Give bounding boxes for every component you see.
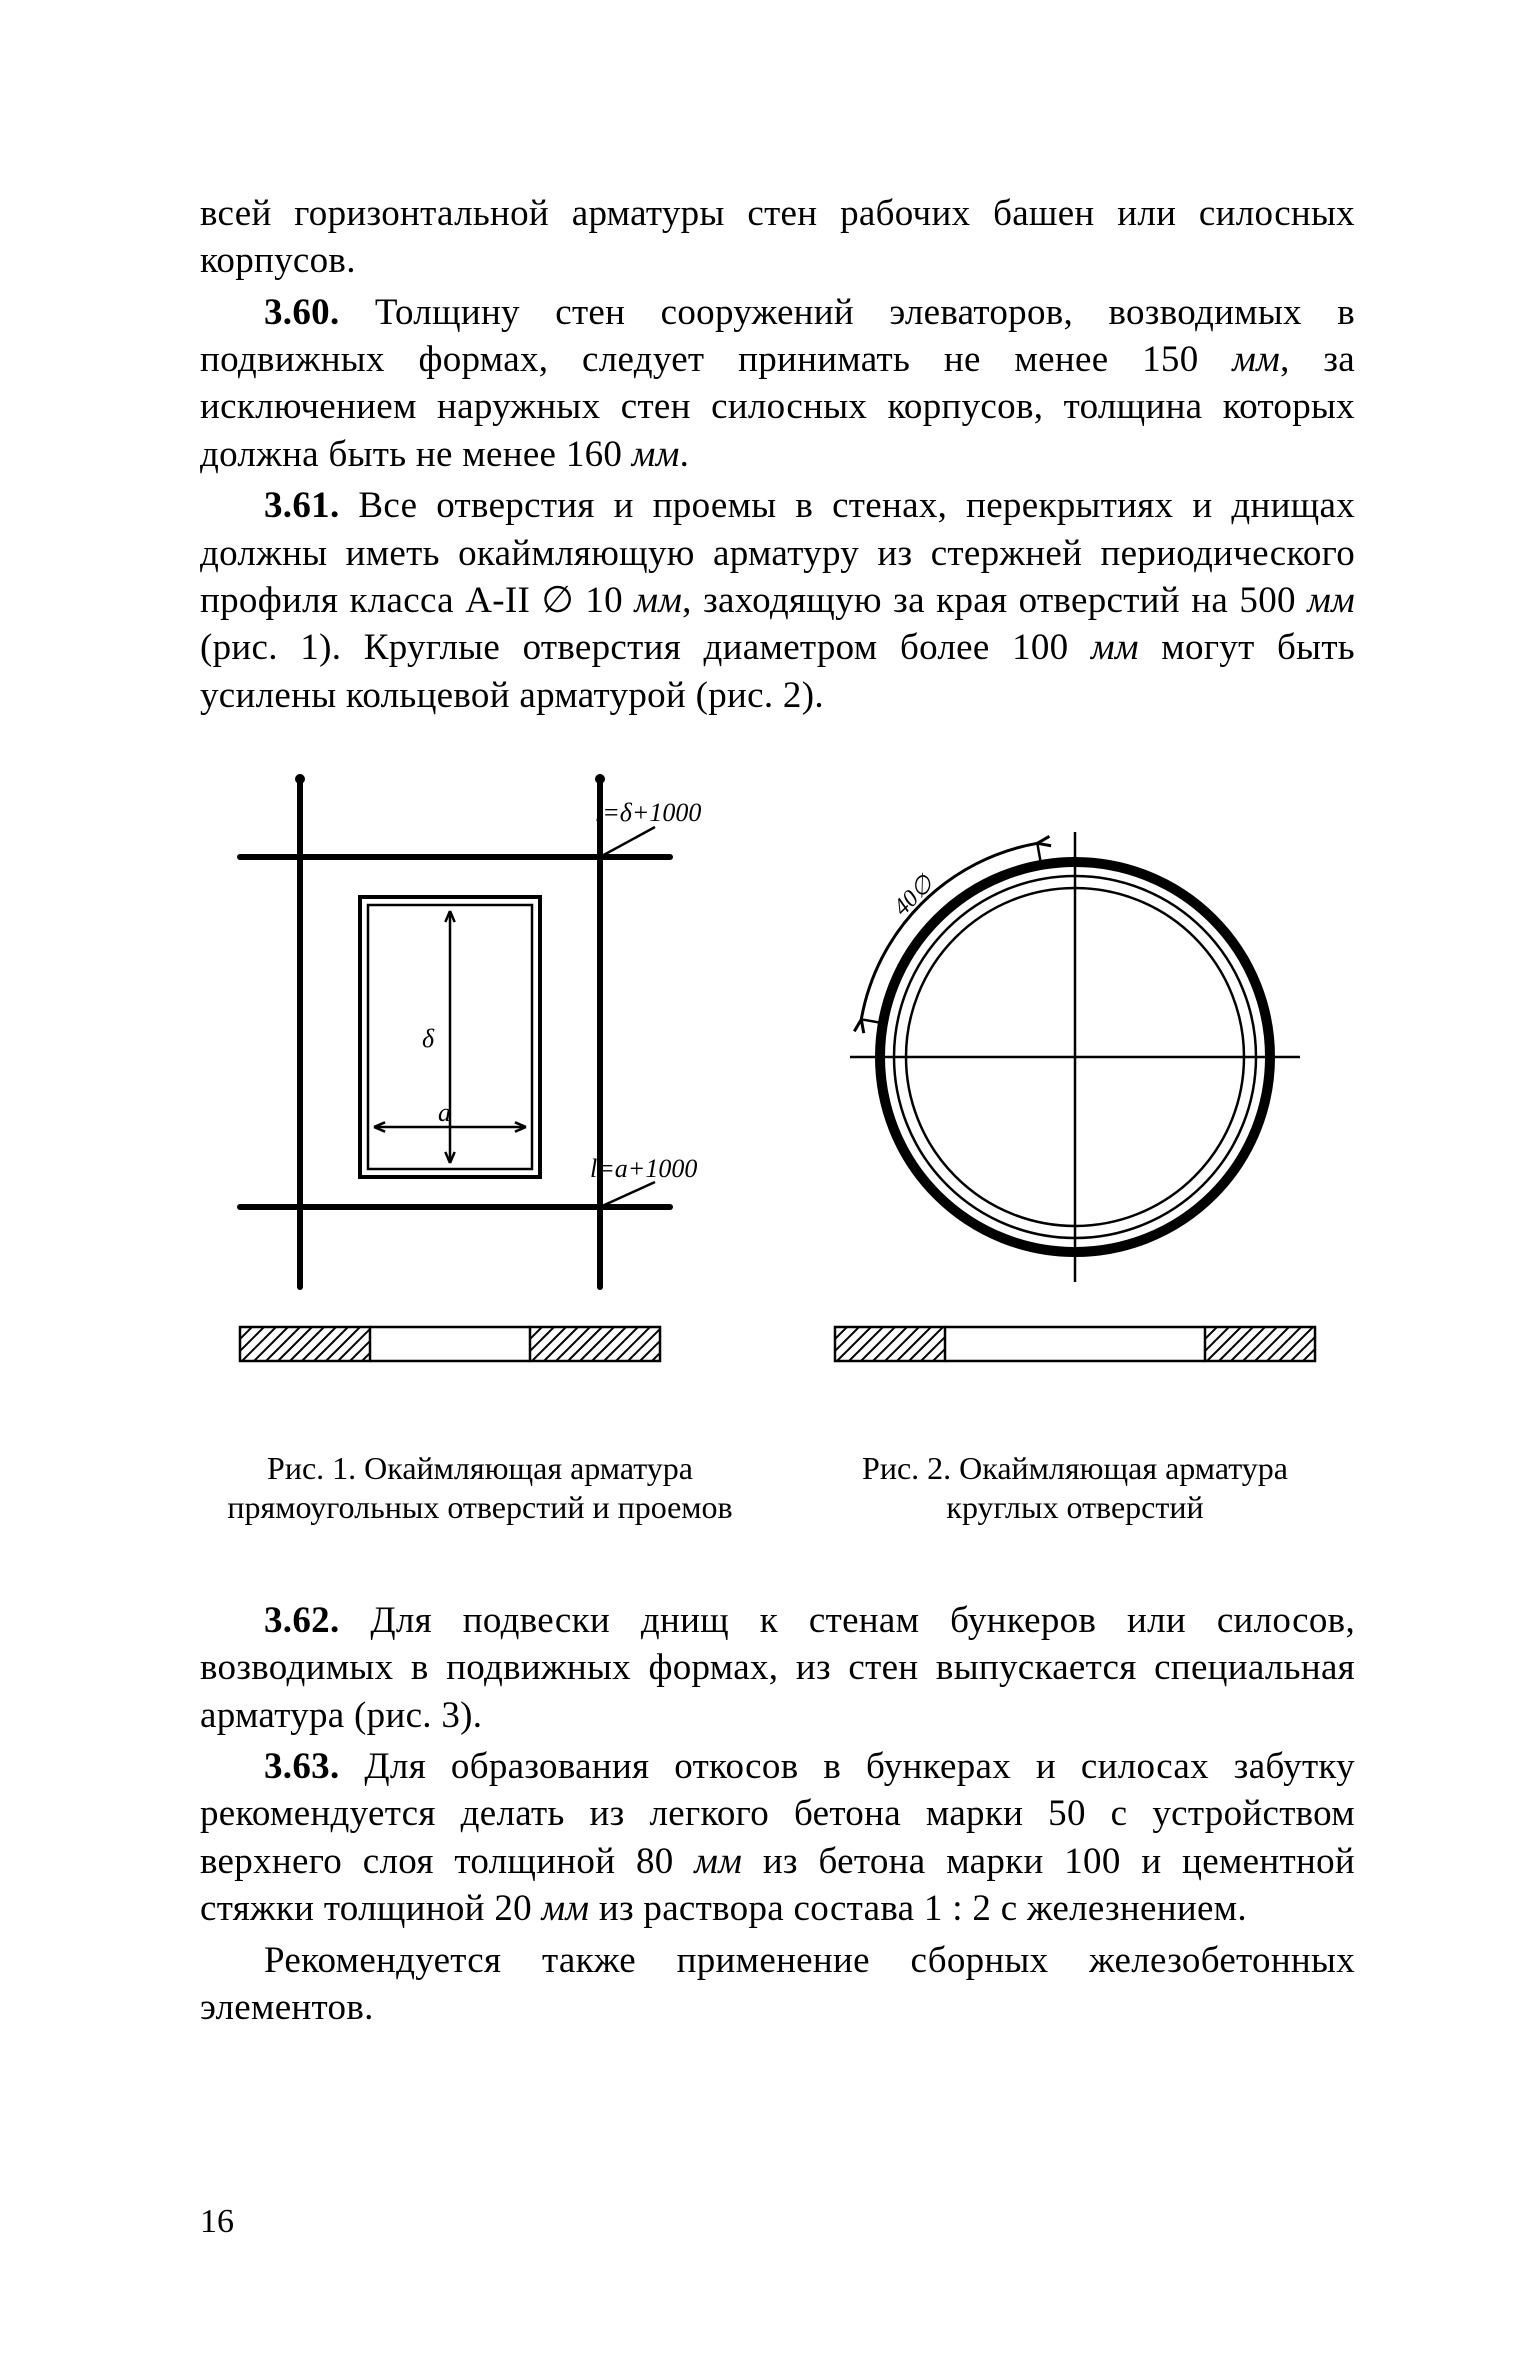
unit: мм — [632, 434, 680, 475]
unit: мм — [694, 1841, 742, 1882]
text: Толщину стен сооружений элеваторов, возв… — [200, 292, 1355, 380]
text: (рис. 1). Круглые отверстия диаметром бо… — [200, 627, 1091, 668]
text: ∅ 10 — [542, 580, 635, 621]
unit: мм — [1091, 627, 1139, 668]
svg-text:40∅: 40∅ — [889, 870, 940, 921]
clause-number: 3.60. — [264, 292, 340, 333]
unit: мм — [1307, 580, 1355, 621]
svg-text:l=δ+1000: l=δ+1000 — [595, 798, 701, 827]
para-3-60: 3.60. Толщину стен сооружений элеваторов… — [200, 289, 1355, 478]
figure-2-svg: 40∅ — [795, 767, 1355, 1427]
document-page: всей горизонтальной арматуры стен рабочи… — [0, 0, 1535, 2361]
text: . — [680, 434, 690, 475]
clause-number: 3.61. — [264, 485, 340, 526]
figure-2-column: 40∅ Рис. 2. Окаймляющая арматура круглых… — [795, 767, 1355, 1527]
unit: мм — [541, 1888, 589, 1929]
text: Рекомендуется также применение сборных ж… — [200, 1940, 1355, 2028]
para-3-63: 3.63. Для образования откосов в бункерах… — [200, 1743, 1355, 1932]
text: всей горизонтальной арматуры стен рабочи… — [200, 193, 1355, 281]
text: Для подвески днищ к стенам бункеров или … — [200, 1600, 1355, 1736]
svg-text:l=a+1000: l=a+1000 — [590, 1154, 697, 1183]
text: из раствора состава 1 : 2 с железнением. — [589, 1888, 1247, 1929]
svg-text:a: a — [438, 1098, 451, 1127]
figure-1-column: δ a l=δ+1000 l=a+1000 Рис. 1. Окаймляющая а… — [200, 767, 760, 1527]
clause-number: 3.62. — [264, 1600, 340, 1641]
para-3-61: 3.61. Все отверстия и проемы в стенах, п… — [200, 482, 1355, 719]
para-recommend: Рекомендуется также применение сборных ж… — [200, 1937, 1355, 2032]
figures-row: δ a l=δ+1000 l=a+1000 Рис. 1. Окаймляющая а… — [200, 767, 1355, 1527]
unit: мм — [1232, 339, 1280, 380]
para-3-62: 3.62. Для подвески днищ к стенам бункеро… — [200, 1597, 1355, 1739]
figure-2-caption: Рис. 2. Окаймляющая арматура круглых отв… — [815, 1449, 1335, 1527]
page-number: 16 — [200, 2203, 234, 2241]
unit: мм — [634, 580, 682, 621]
text: , заходящую за края отверстий на 500 — [682, 580, 1307, 621]
body-text-block: всей горизонтальной арматуры стен рабочи… — [200, 190, 1355, 719]
body-text-block-2: 3.62. Для подвески днищ к стенам бункеро… — [200, 1597, 1355, 2031]
clause-number: 3.63. — [264, 1746, 340, 1787]
svg-text:δ: δ — [422, 1024, 435, 1053]
figure-1-svg: δ a l=δ+1000 l=a+1000 — [200, 767, 760, 1427]
para-continuation: всей горизонтальной арматуры стен рабочи… — [200, 190, 1355, 285]
figure-1-caption: Рис. 1. Окаймляющая арматура прямоугольн… — [220, 1449, 740, 1527]
